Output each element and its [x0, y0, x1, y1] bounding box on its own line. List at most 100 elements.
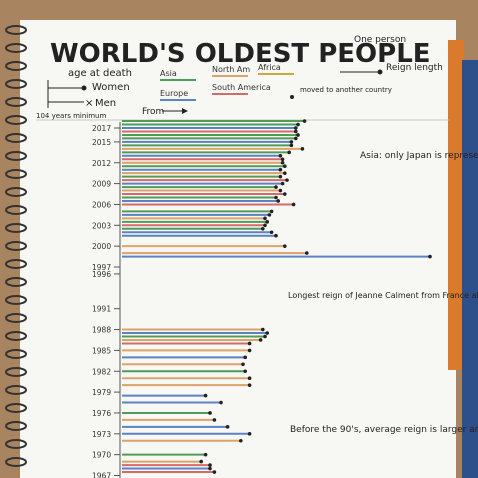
bar-end-dot — [265, 220, 270, 224]
legend-minimum: 104 years minimum — [36, 112, 106, 120]
annotation-before: Before the 90's, average reign is larger… — [290, 425, 478, 435]
y-tick-label: 1973 — [92, 430, 111, 439]
ring — [5, 151, 27, 161]
legend-reign-length: Reign length — [386, 63, 443, 73]
ring — [5, 61, 27, 71]
ring — [5, 313, 27, 323]
bar-end-dot — [274, 233, 278, 238]
bar-end-dot — [278, 188, 283, 193]
bar-end-dot — [283, 244, 287, 248]
bar-end-dot — [278, 167, 283, 172]
bar-end-dot — [274, 195, 278, 200]
ring — [5, 439, 27, 449]
bar-end-dot — [219, 400, 223, 405]
bar-end-dot — [283, 171, 287, 175]
bar-end-dot — [261, 327, 265, 332]
ring — [5, 187, 27, 197]
bar-end-dot — [212, 470, 217, 474]
ring — [5, 421, 27, 431]
annotation-longest: Longest reign of Jeanne Calment from Fra… — [288, 291, 478, 300]
bar-end-dot — [263, 334, 267, 339]
bar-end-dot — [258, 338, 263, 342]
y-tick-label: 1982 — [92, 367, 111, 376]
bar-end-dot — [280, 160, 285, 165]
bar-end-dot — [243, 369, 247, 374]
y-tick-label: 1985 — [92, 346, 111, 355]
bar-end-dot — [247, 348, 252, 353]
chart-title: WORLD'S OLDEST PEOPLE — [50, 39, 431, 69]
y-tick-label: 2000 — [92, 242, 111, 251]
ring — [5, 457, 27, 467]
bar-end-dot — [289, 143, 294, 148]
bar-end-dot — [247, 383, 252, 387]
bar-end-dot — [261, 226, 265, 231]
y-tick-label: 1970 — [92, 451, 111, 460]
bar-end-dot — [278, 174, 283, 179]
spiral-binding — [5, 25, 27, 467]
ring — [5, 295, 27, 305]
bar-end-dot — [263, 216, 267, 221]
bar-end-dot — [300, 147, 305, 151]
bar-end-dot — [247, 432, 252, 436]
bar-end-dot — [239, 438, 243, 443]
ring — [5, 349, 27, 359]
region-label: South America — [212, 83, 271, 92]
region-label: Asia — [160, 69, 177, 78]
ring — [5, 43, 27, 53]
bar-end-dot — [247, 341, 252, 346]
bar-end-dot — [287, 150, 292, 155]
y-tick-label: 1996 — [92, 270, 111, 279]
ring — [5, 367, 27, 377]
ring — [5, 79, 27, 89]
y-tick-label: 1967 — [92, 472, 111, 478]
bar-end-dot — [199, 459, 203, 464]
y-tick-label: 2012 — [92, 159, 111, 168]
ring — [5, 241, 27, 251]
bar-end-dot — [305, 251, 309, 255]
ring — [5, 403, 27, 413]
ring — [5, 259, 27, 269]
legend-age-at-death: age at death — [68, 68, 132, 79]
bar-end-dot — [294, 126, 298, 130]
bar-end-dot — [276, 199, 281, 203]
bar-end-dot — [296, 133, 300, 137]
bar-end-dot — [208, 463, 212, 467]
bar-end-dot — [247, 376, 252, 381]
legend-from: From — [142, 107, 164, 117]
bar-end-dot — [283, 164, 287, 169]
ring — [5, 223, 27, 233]
y-tick-label: 1997 — [92, 263, 111, 272]
pencil-blue — [462, 60, 478, 478]
legend-men-marker: × — [85, 98, 93, 109]
region-label: North Am — [212, 65, 250, 74]
bar-end-dot — [428, 254, 432, 259]
y-tick-label: 1988 — [92, 326, 111, 335]
y-tick-label: 2015 — [92, 138, 111, 147]
bar-end-dot — [203, 452, 208, 457]
bar-end-dot — [302, 119, 307, 123]
ring — [5, 205, 27, 215]
region-legend: Asia North Am Africa Europe South America — [160, 63, 294, 101]
bar-end-dot — [291, 202, 296, 207]
bar-end-dot — [296, 122, 300, 127]
bar-end-dot — [265, 331, 270, 335]
region-label: Europe — [160, 89, 188, 98]
y-tick-label: 1976 — [92, 409, 111, 418]
y-tick-label: 2006 — [92, 200, 111, 209]
y-tick-label: 1979 — [92, 388, 111, 397]
bar-end-dot — [269, 230, 274, 235]
annotation-asia: Asia: only Japan is represented — [360, 151, 478, 161]
y-tick-label: 2009 — [92, 180, 111, 189]
ring — [5, 115, 27, 125]
ring — [5, 97, 27, 107]
bar-end-dot — [243, 355, 247, 360]
bar-end-dot — [280, 181, 285, 186]
reign-bars — [122, 119, 432, 474]
pencil-orange — [448, 40, 464, 370]
bar-end-dot — [212, 418, 217, 422]
legend-one-person: One person — [354, 35, 406, 45]
bar-end-dot — [294, 129, 298, 134]
bar-end-dot — [285, 178, 289, 182]
bar-end-dot — [269, 209, 274, 214]
